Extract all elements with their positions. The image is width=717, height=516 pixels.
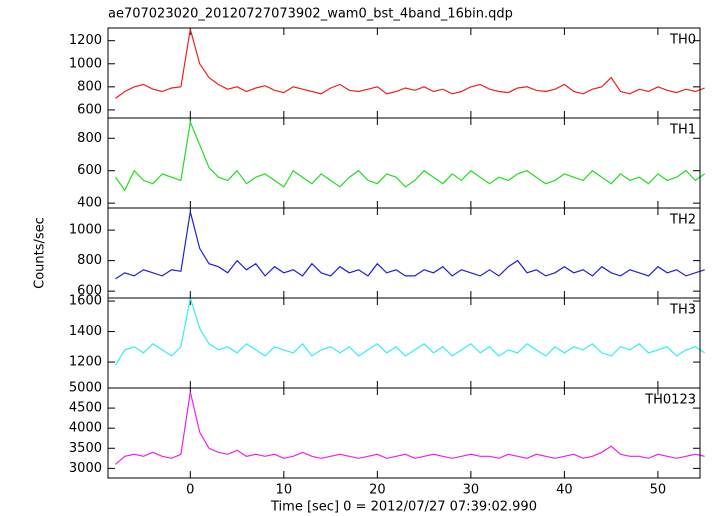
y-tick-label: 1200 (69, 355, 102, 370)
panel-frame (107, 297, 701, 389)
y-tick-label: 1000 (69, 223, 102, 238)
panel-frame (107, 207, 701, 299)
panel-label: TH0 (669, 33, 696, 48)
light-curve (115, 391, 705, 465)
light-curve (115, 119, 706, 192)
x-axis-label: Time [sec] 0 = 2012/07/27 07:39:02.990 (270, 500, 537, 515)
y-tick-label: 600 (77, 163, 102, 178)
y-tick-label: 600 (77, 284, 102, 299)
x-tick-label: 20 (369, 483, 386, 498)
y-tick-label: 400 (77, 196, 102, 211)
y-tick-label: 1400 (69, 324, 102, 339)
x-tick-label: 30 (463, 483, 480, 498)
light-curve (114, 297, 706, 366)
y-axis-label: Counts/sec (33, 217, 48, 289)
light-curve (115, 211, 705, 280)
y-tick-label: 800 (77, 131, 102, 146)
y-tick-label: 1600 (69, 294, 102, 309)
panel-label: TH3 (669, 303, 696, 318)
y-tick-label: 4000 (69, 421, 102, 436)
panel-frame (107, 117, 701, 209)
chart-title: ae707023020_20120727073902_wam0_bst_4ban… (108, 7, 513, 22)
x-tick-label: 10 (276, 483, 293, 498)
panel-frame (107, 387, 701, 479)
panel-label: TH0123 (644, 393, 696, 408)
y-tick-label: 1200 (69, 33, 102, 48)
x-tick-label: 0 (186, 483, 194, 498)
light-curve (115, 29, 705, 99)
y-tick-label: 3500 (69, 441, 102, 456)
y-tick-label: 5000 (69, 381, 102, 396)
y-tick-label: 3000 (69, 461, 102, 476)
y-tick-label: 800 (77, 79, 102, 94)
y-tick-label: 800 (77, 253, 102, 268)
y-tick-label: 1000 (69, 56, 102, 71)
panel-frame (107, 27, 701, 119)
x-tick-label: 50 (650, 483, 667, 498)
panel-label: TH1 (669, 123, 696, 138)
y-tick-label: 600 (77, 102, 102, 117)
panel-label: TH2 (669, 213, 696, 228)
x-tick-label: 40 (556, 483, 573, 498)
y-tick-label: 4500 (69, 401, 102, 416)
